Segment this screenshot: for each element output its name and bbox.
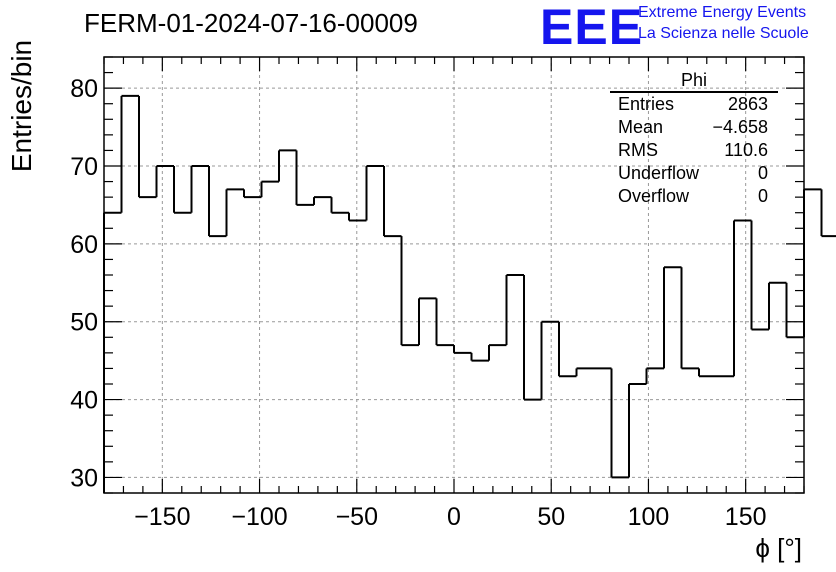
x-tick-label: −50	[336, 503, 378, 531]
stats-row-underflow: Underflow 0	[610, 162, 778, 185]
stats-row-entries: Entries 2863	[610, 93, 778, 116]
logo-line-1: Extreme Energy Events	[638, 4, 807, 21]
x-tick-label: −100	[231, 503, 287, 531]
stats-value: 110.6	[724, 140, 768, 160]
x-tick-label: −150	[134, 503, 190, 531]
chart-title: FERM-01-2024-07-16-00009	[84, 8, 418, 38]
stats-value: 0	[757, 163, 768, 183]
x-tick-label: 100	[628, 503, 670, 531]
eee-logo: EEE	[540, 0, 644, 55]
stats-value: 2863	[727, 94, 768, 114]
stats-row-overflow: Overflow 0	[610, 185, 778, 208]
y-tick-label: 40	[70, 387, 98, 415]
stats-label: RMS	[618, 140, 658, 160]
x-tick-label: 50	[537, 503, 565, 531]
y-tick-labels: 30 40 50 60 70 80	[70, 75, 98, 492]
stats-title: Phi	[610, 70, 778, 93]
y-tick-label: 70	[70, 153, 98, 181]
x-tick-label: 150	[725, 503, 767, 531]
stats-value: 0	[757, 186, 768, 206]
y-tick-label: 80	[70, 75, 98, 103]
x-tick-label: 0	[447, 503, 461, 531]
axis-ticks	[103, 56, 805, 494]
stats-label: Overflow	[618, 186, 690, 206]
y-tick-label: 50	[70, 309, 98, 337]
stats-label: Underflow	[618, 163, 700, 183]
stats-value: −4.658	[712, 117, 768, 137]
grid-lines	[104, 57, 804, 493]
stats-row-rms: RMS 110.6	[610, 139, 778, 162]
x-axis-label: ϕ [°]	[755, 533, 802, 563]
logo-line-2: La Scienza nelle Scuole	[638, 25, 809, 42]
stats-row-mean: Mean −4.658	[610, 116, 778, 139]
stats-label: Mean	[618, 117, 664, 137]
y-axis-label: Entries/bin	[6, 39, 37, 173]
y-tick-label: 30	[70, 464, 98, 492]
x-tick-labels: −150 −100 −50 0 50 100 150	[134, 503, 766, 531]
stats-box: Phi Entries 2863 Mean −4.658 RMS 110.6 U…	[610, 70, 778, 208]
stats-label: Entries	[618, 94, 675, 114]
y-tick-label: 60	[70, 231, 98, 259]
